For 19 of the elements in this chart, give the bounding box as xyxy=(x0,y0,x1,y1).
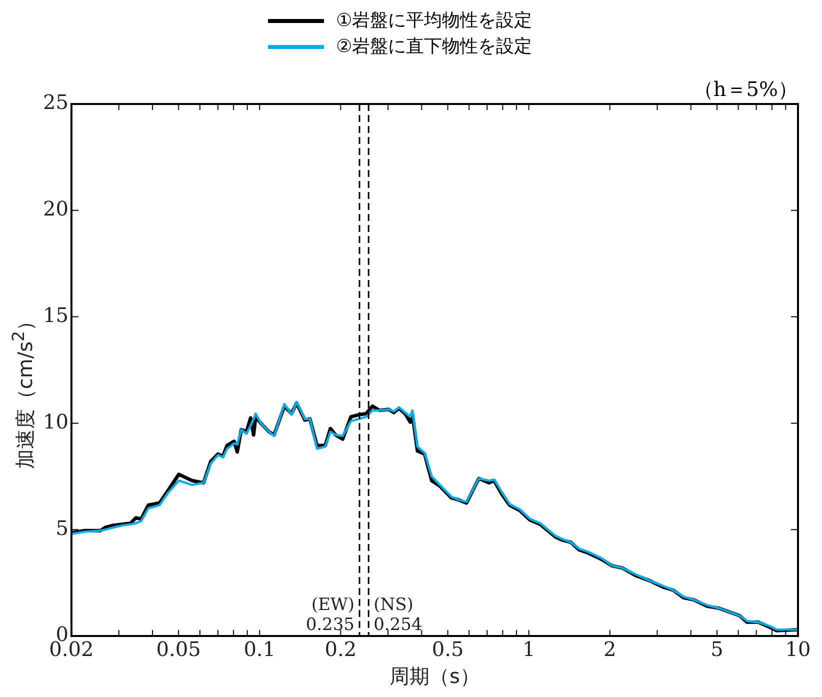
x-tick-label: 0.5 xyxy=(432,637,464,662)
legend-label: ①岩盤に平均物性を設定 xyxy=(336,9,532,33)
x-tick-label: 5 xyxy=(710,637,724,662)
y-tick-label: 10 xyxy=(42,409,68,434)
x-tick-label: 0.2 xyxy=(324,637,357,662)
ref-line-label: (EW) 0.235 xyxy=(306,595,354,635)
x-tick-label: 0.05 xyxy=(156,637,201,662)
x-axis-title: 周期（s） xyxy=(390,664,480,688)
y-tick-label: 25 xyxy=(42,90,68,114)
legend-label: ②岩盤に直下物性を設定 xyxy=(336,35,532,59)
text: （h＝5%） xyxy=(693,77,798,101)
x-tick-label: 0.1 xyxy=(244,637,276,662)
y-tick-label: 15 xyxy=(42,303,68,328)
x-tick-label: 10 xyxy=(785,637,811,662)
y-tick-label: 20 xyxy=(42,196,68,221)
ref-line-label: (NS) 0.254 xyxy=(374,595,422,635)
y-tick-label: 5 xyxy=(56,516,68,540)
x-tick-label: 2 xyxy=(603,637,616,662)
x-tick-label: 1 xyxy=(522,637,536,662)
